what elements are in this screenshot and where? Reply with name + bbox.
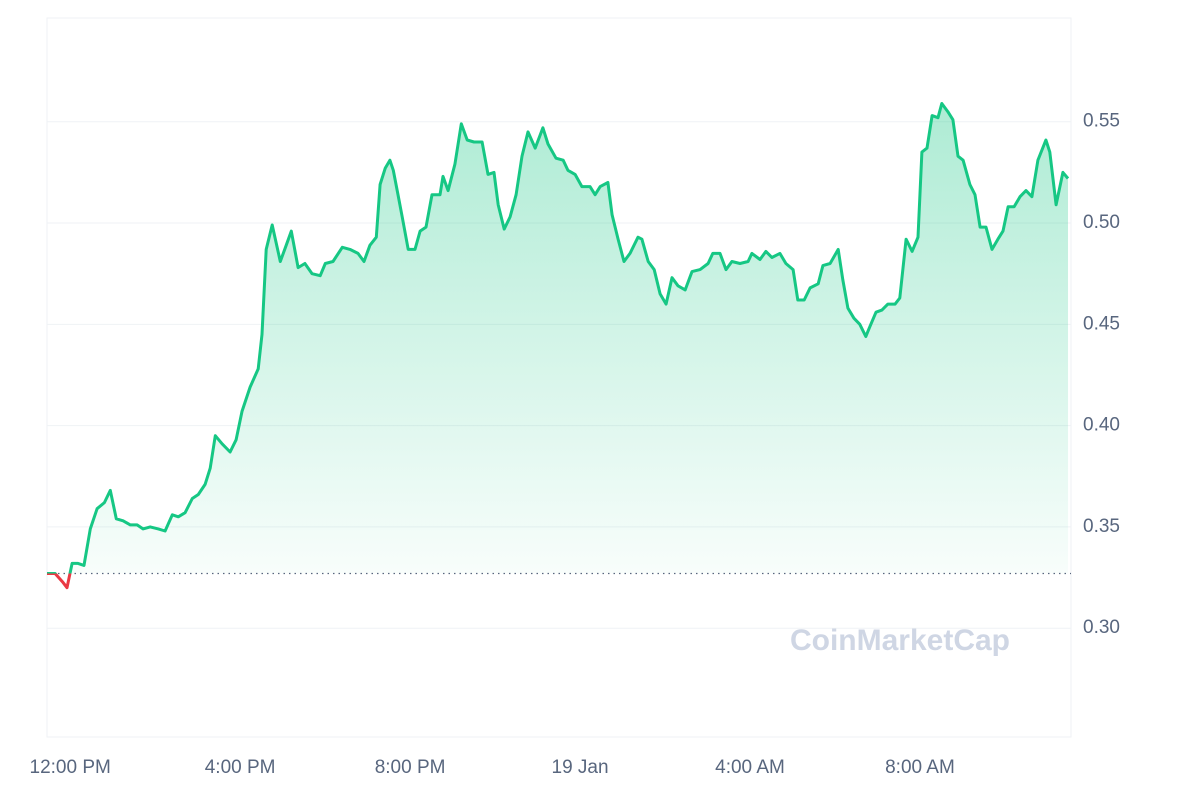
x-tick-label: 4:00 PM	[205, 757, 276, 778]
y-tick-label: 0.50	[1083, 212, 1120, 233]
plot-frame	[46, 17, 1072, 738]
watermark: CoinMarketCap	[790, 624, 1010, 657]
x-tick-label: 4:00 AM	[715, 757, 785, 778]
x-tick-label: 8:00 PM	[375, 757, 446, 778]
price-line	[47, 102, 1070, 574]
y-tick-label: 0.55	[1083, 111, 1120, 132]
price-area	[47, 103, 1069, 574]
y-tick-label: 0.40	[1083, 415, 1120, 436]
y-tick-label: 0.30	[1083, 617, 1120, 638]
x-tick-label: 8:00 AM	[885, 757, 955, 778]
x-tick-label: 12:00 PM	[30, 757, 111, 778]
y-tick-label: 0.35	[1083, 516, 1120, 537]
x-tick-label: 19 Jan	[552, 757, 609, 778]
y-tick-label: 0.45	[1083, 313, 1120, 334]
